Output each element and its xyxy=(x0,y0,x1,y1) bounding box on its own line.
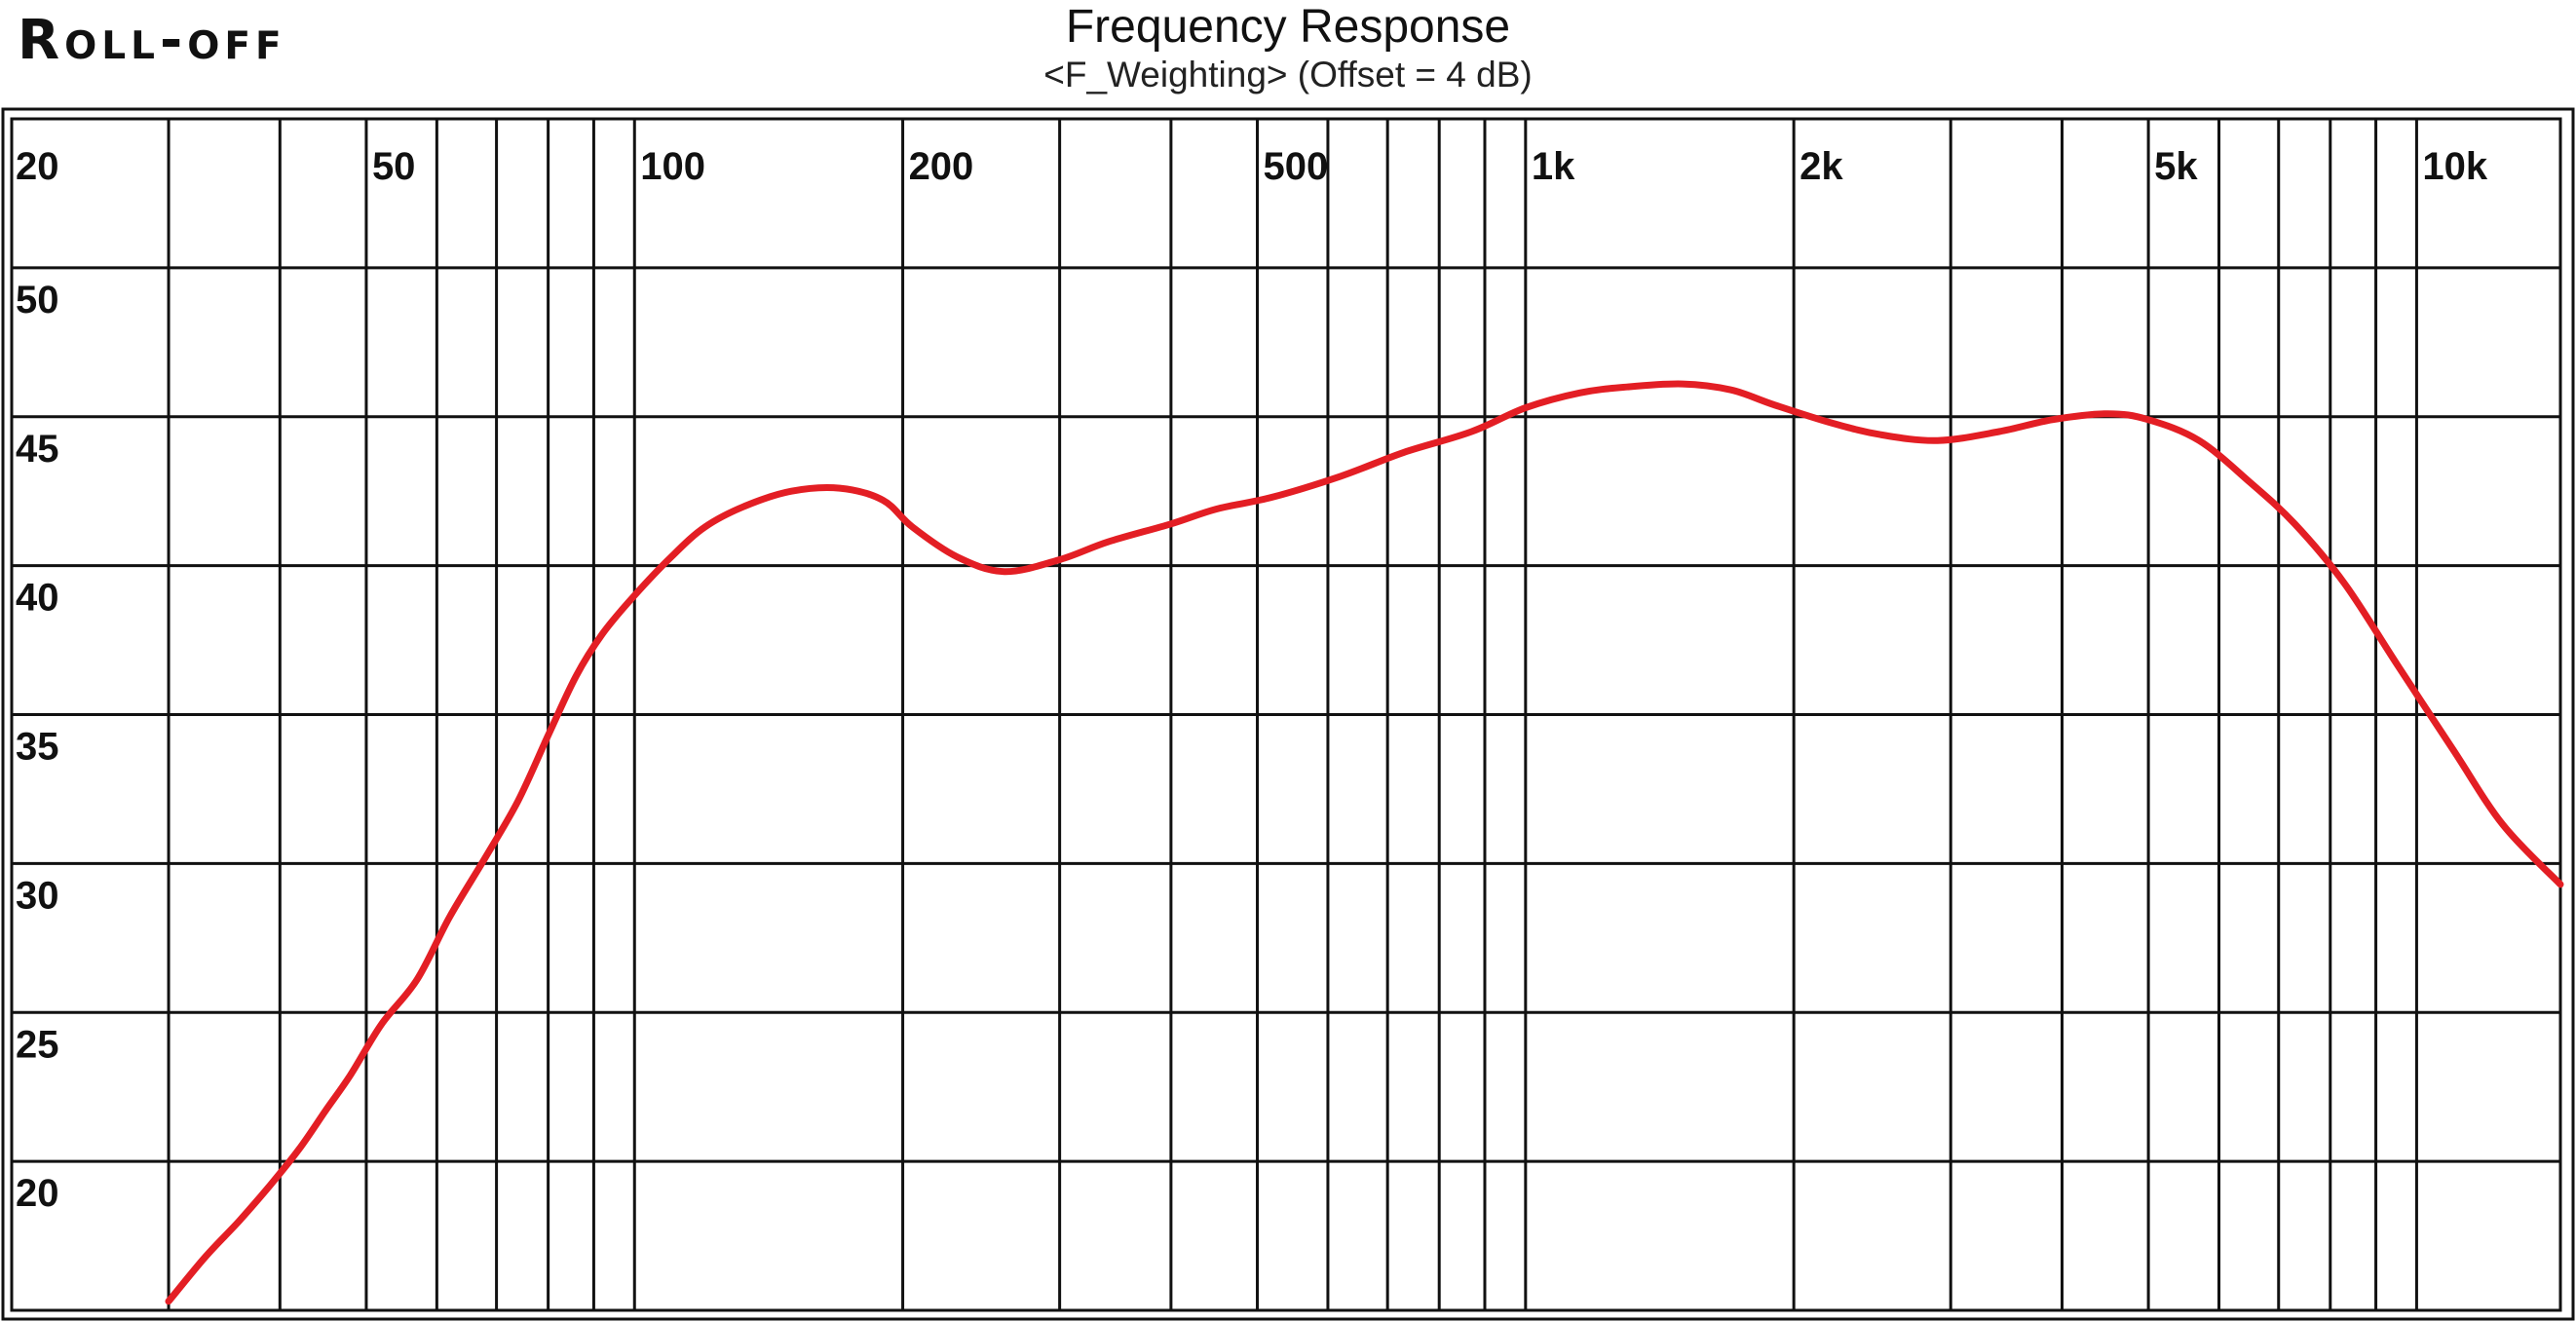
x-tick-label: 1k xyxy=(1532,145,1575,188)
y-tick-label: 45 xyxy=(16,428,59,471)
chart-subtitle: <F_Weighting> (Offset = 4 dB) xyxy=(1043,55,1533,94)
y-tick-label: 35 xyxy=(16,726,59,769)
chart-title: Frequency Response xyxy=(1065,1,1511,53)
y-tick-label: 25 xyxy=(16,1023,59,1066)
x-tick-label: 200 xyxy=(909,145,974,188)
x-tick-label: 50 xyxy=(372,145,416,188)
y-tick-label: 20 xyxy=(16,1172,59,1215)
x-tick-label: 500 xyxy=(1264,145,1329,188)
x-tick-label: 5k xyxy=(2154,145,2198,188)
response-curve xyxy=(165,380,2564,1305)
x-tick-label: 20 xyxy=(16,145,59,188)
y-tick-label: 30 xyxy=(16,874,59,917)
outer-frame xyxy=(1,107,2575,1321)
x-tick-label: 2k xyxy=(1799,145,1843,188)
y-tick-label: 40 xyxy=(16,577,59,620)
chart-header: Frequency Response <F_Weighting> (Offset… xyxy=(0,0,2576,95)
brand-logo: Roll-off xyxy=(18,9,286,72)
x-tick-label: 10k xyxy=(2422,145,2487,188)
x-tick-label: 100 xyxy=(640,145,705,188)
y-tick-label: 50 xyxy=(16,279,59,321)
